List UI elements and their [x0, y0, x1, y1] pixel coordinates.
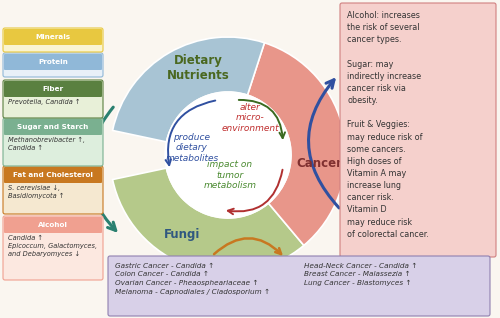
- FancyBboxPatch shape: [3, 28, 103, 52]
- FancyBboxPatch shape: [4, 167, 102, 183]
- Text: Fiber: Fiber: [42, 86, 64, 92]
- Text: impact on
tumor
metabolism: impact on tumor metabolism: [204, 160, 256, 190]
- FancyBboxPatch shape: [3, 53, 103, 77]
- FancyBboxPatch shape: [3, 80, 103, 118]
- Text: Sugar and Starch: Sugar and Starch: [18, 124, 88, 130]
- Text: Methanobrevibacter ↑,
Candida ↑: Methanobrevibacter ↑, Candida ↑: [8, 137, 85, 151]
- Text: produce
dietary
metabolites: produce dietary metabolites: [166, 133, 218, 163]
- Text: Candida ↑
Epicoccum, Galactomyces,
and Debaryomyces ↓: Candida ↑ Epicoccum, Galactomyces, and D…: [8, 235, 97, 257]
- FancyBboxPatch shape: [108, 256, 490, 316]
- Text: Alcohol: increases
the risk of several
cancer types.

Sugar: may
indirectly incr: Alcohol: increases the risk of several c…: [347, 11, 429, 239]
- FancyBboxPatch shape: [3, 166, 103, 214]
- Text: Prevotella, Candida ↑: Prevotella, Candida ↑: [8, 99, 81, 105]
- Text: Fungi: Fungi: [164, 228, 200, 241]
- Wedge shape: [248, 43, 346, 245]
- Text: S. cerevisiae ↓,
Basidiomycota ↑: S. cerevisiae ↓, Basidiomycota ↑: [8, 185, 64, 199]
- FancyBboxPatch shape: [4, 54, 102, 70]
- FancyBboxPatch shape: [4, 81, 102, 97]
- Text: Head-Neck Cancer - Candida ↑
Breast Cancer - Malassezia ↑
Lung Cancer - Blastomy: Head-Neck Cancer - Candida ↑ Breast Canc…: [304, 263, 418, 286]
- Text: Fat and Cholesterol: Fat and Cholesterol: [13, 172, 93, 178]
- FancyBboxPatch shape: [4, 217, 102, 233]
- FancyBboxPatch shape: [4, 119, 102, 135]
- Text: Alcohol: Alcohol: [38, 222, 68, 228]
- Circle shape: [165, 92, 291, 218]
- FancyBboxPatch shape: [340, 3, 496, 257]
- FancyBboxPatch shape: [4, 29, 102, 45]
- Text: Dietary
Nutrients: Dietary Nutrients: [166, 54, 230, 82]
- Text: Protein: Protein: [38, 59, 68, 65]
- Text: Gastric Cancer - Candida ↑
Colon Cancer - Candida ↑
Ovarian Cancer - Pheaosphear: Gastric Cancer - Candida ↑ Colon Cancer …: [115, 263, 270, 295]
- Text: alter
micro-
environment: alter micro- environment: [221, 103, 279, 133]
- Text: Minerals: Minerals: [36, 34, 70, 40]
- FancyBboxPatch shape: [3, 118, 103, 166]
- FancyBboxPatch shape: [3, 216, 103, 280]
- Wedge shape: [112, 37, 264, 142]
- Text: Cancer: Cancer: [296, 156, 343, 169]
- Wedge shape: [112, 168, 304, 273]
